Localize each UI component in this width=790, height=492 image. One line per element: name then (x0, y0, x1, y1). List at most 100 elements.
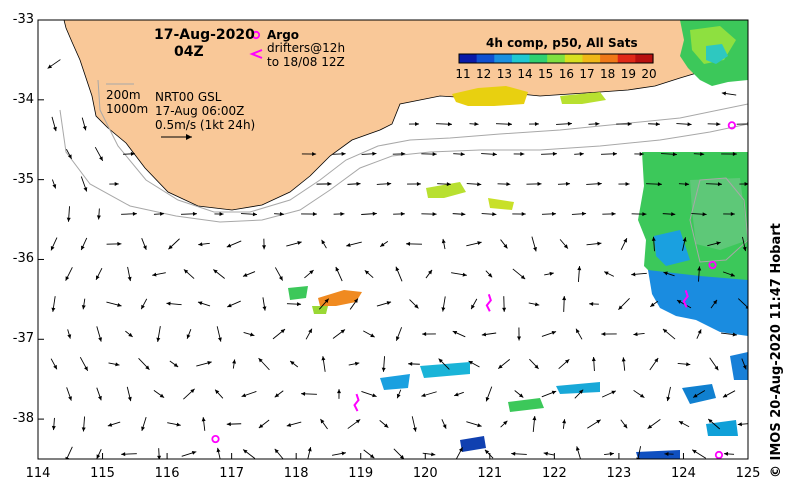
current-vector-head (732, 332, 737, 337)
current-vector-head (141, 304, 145, 310)
drifter-track (353, 393, 360, 412)
current-vector-head (666, 396, 671, 402)
lon-tick-label: 116 (154, 466, 180, 481)
current-vector-head (364, 270, 370, 275)
lat-tick-label: -37 (12, 331, 34, 347)
current-vector-head (83, 187, 88, 192)
argo-legend-icon (251, 30, 261, 40)
current-vector-head (723, 451, 729, 456)
lon-tick-label: 114 (25, 466, 51, 481)
current-vector-head (484, 449, 490, 455)
current-vector-head (562, 419, 567, 424)
sst-patches (288, 20, 748, 459)
isobath-1000-label: 1000m (106, 102, 149, 116)
current-vector-head (612, 151, 617, 156)
current-vector-head (520, 274, 526, 280)
current-vector-head (742, 364, 747, 370)
current-vector-head (730, 212, 735, 217)
current-vector-head (215, 389, 220, 394)
current-vector-head (98, 395, 102, 401)
current-vector-head (369, 454, 375, 459)
current-vector-head (552, 151, 557, 156)
current-vector-head (717, 182, 722, 187)
current-vector-head (642, 212, 647, 217)
current-vector-head (401, 151, 406, 156)
isobaths (59, 79, 748, 263)
current-vector-head (168, 245, 173, 250)
current-vector-head (503, 244, 508, 249)
current-vector-head (562, 296, 567, 301)
colorbar-tick-label: 20 (641, 67, 657, 81)
current-vector-head (157, 455, 162, 459)
current-vector-head (713, 299, 718, 305)
colorbar-segment (547, 54, 566, 63)
colorbar-tick-label: 11 (455, 67, 471, 81)
current-vector-head (114, 181, 119, 186)
colorbar-segment (459, 54, 478, 63)
current-vector-head (307, 447, 312, 452)
current-vector-head (579, 151, 584, 156)
current-vector-head (53, 126, 57, 132)
current-vector-head (577, 266, 582, 271)
current-vector-head (416, 181, 421, 186)
colorbar-tick-label: 18 (600, 67, 616, 81)
current-vector-head (84, 366, 88, 371)
current-vector-head (399, 454, 405, 459)
current-vector-head (127, 396, 132, 402)
current-vector-head (312, 152, 317, 157)
current-vector-head (474, 122, 479, 127)
current-vector-head (82, 125, 87, 131)
colorbar-tick-label: 12 (476, 67, 492, 81)
argo-float-marker (708, 260, 717, 270)
current-vector-head (621, 357, 626, 362)
current-vector-head (201, 417, 206, 422)
lat-tick-label: -38 (12, 411, 34, 427)
current-vector-head (309, 270, 314, 275)
current-vector-head (50, 245, 55, 251)
current-vector-head (564, 359, 570, 364)
current-vector-head (355, 419, 361, 424)
lat-tick-label: -35 (12, 171, 34, 187)
current-vector-head (692, 449, 697, 454)
current-vector-head (96, 275, 100, 280)
current-vector-head (346, 243, 351, 247)
lon-tick-label: 119 (348, 466, 374, 481)
current-vector-head (442, 424, 447, 429)
current-vector-head (744, 181, 748, 186)
current-vector-head (549, 271, 554, 276)
current-vector-head (141, 426, 145, 431)
current-vector-head (601, 332, 606, 337)
current-vector-head (217, 337, 222, 342)
current-vector-head (81, 427, 86, 432)
current-vector-head (518, 393, 524, 398)
current-vector-head (412, 427, 417, 432)
current-vector-head (625, 181, 630, 186)
drifter-legend-icon (249, 49, 263, 59)
argo-float-marker (727, 121, 736, 130)
current-vector-head (596, 419, 601, 424)
current-vector-head (461, 212, 466, 217)
current-vector-head (128, 332, 133, 337)
drifter-track (485, 294, 492, 312)
argo-legend-label: Argo (267, 28, 300, 42)
current-vector-head (327, 181, 332, 186)
colorbar-segment (582, 54, 601, 63)
current-vector-head (226, 243, 232, 248)
current-vector-head (684, 182, 690, 187)
current-vector-head (308, 328, 312, 334)
drifter-track (682, 290, 689, 308)
current-vector-head (115, 362, 120, 367)
current-vector-head (663, 271, 668, 276)
current-vector-head (623, 423, 628, 429)
current-vector-head (520, 152, 525, 157)
colorbar-tick-label: 14 (517, 67, 533, 81)
current-vector-head (604, 271, 609, 276)
current-vector-head (697, 329, 702, 334)
current-vector-head (458, 447, 463, 452)
current-vector-head (441, 238, 446, 244)
current-vector-head (176, 422, 181, 427)
current-vector-head (372, 151, 377, 156)
current-vector-head (618, 305, 623, 310)
current-vector-head (51, 307, 56, 312)
